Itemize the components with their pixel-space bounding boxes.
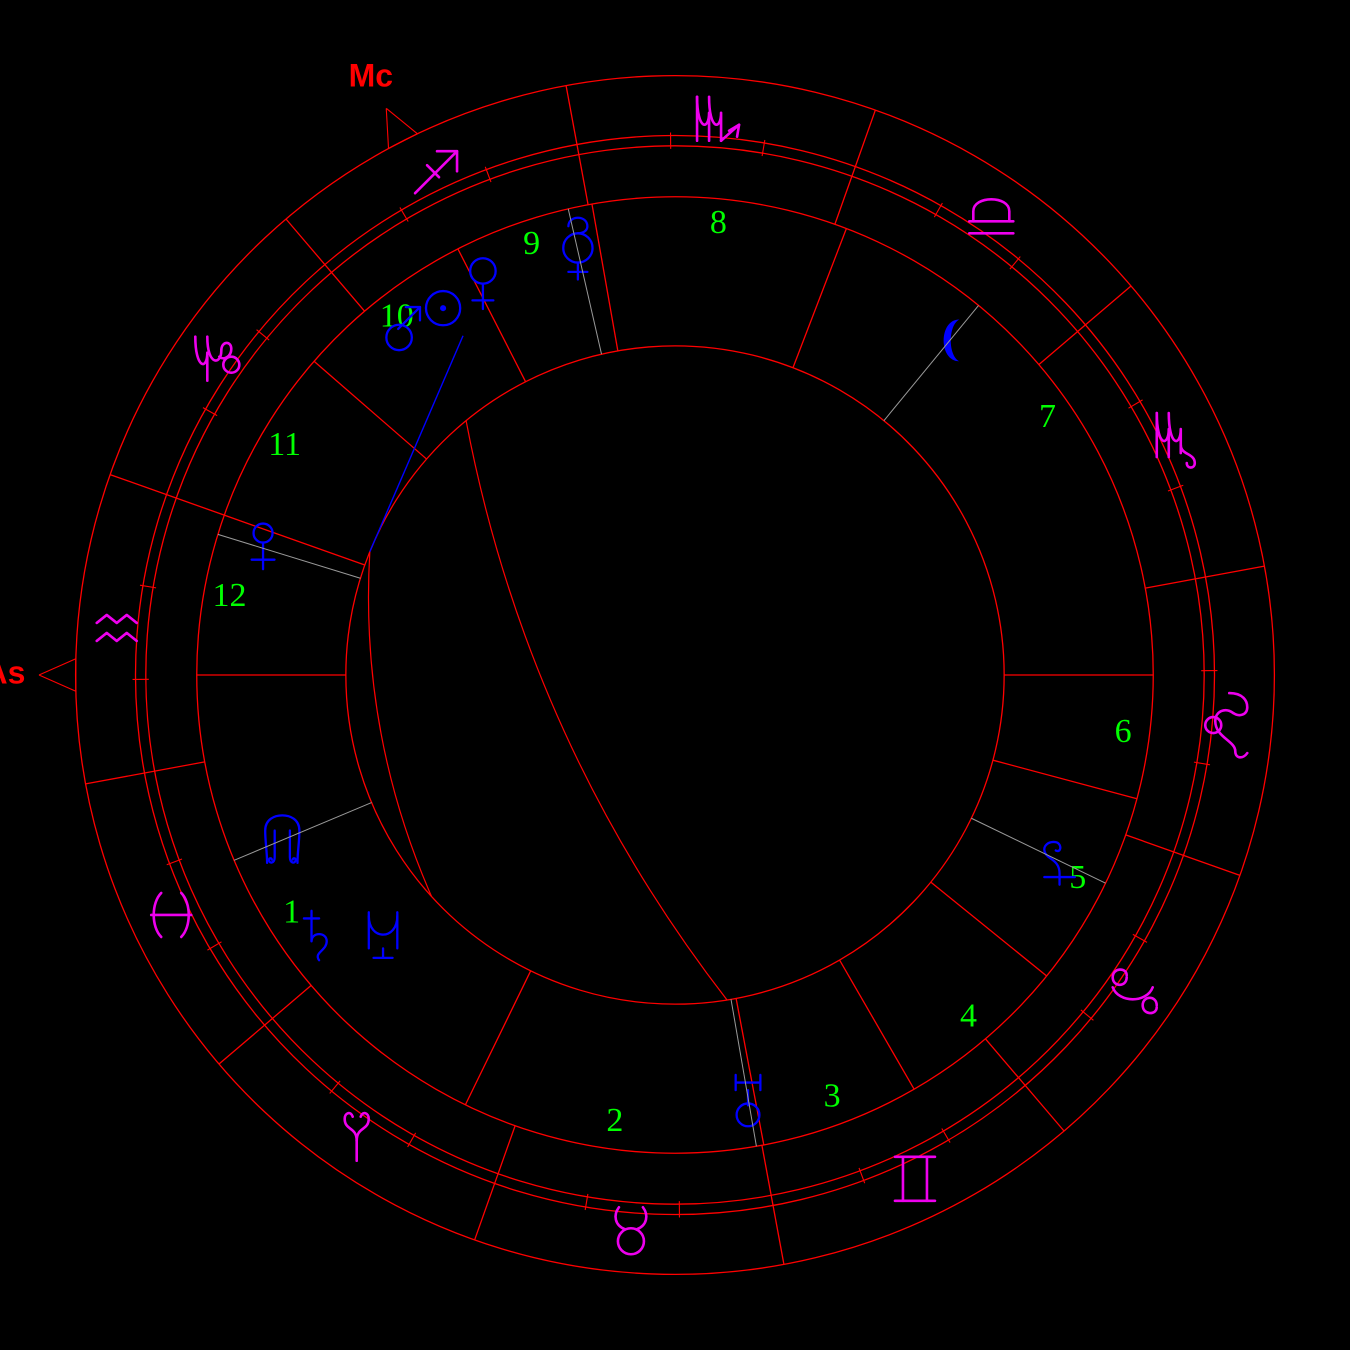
svg-text:3: 3 xyxy=(824,1078,841,1115)
svg-text:8: 8 xyxy=(710,204,727,241)
svg-text:As: As xyxy=(0,654,25,690)
svg-text:11: 11 xyxy=(268,426,301,463)
svg-text:6: 6 xyxy=(1115,713,1132,750)
svg-text:Mc: Mc xyxy=(349,57,393,93)
svg-text:4: 4 xyxy=(960,997,977,1034)
svg-text:1: 1 xyxy=(283,893,300,930)
svg-text:9: 9 xyxy=(523,225,540,262)
svg-text:2: 2 xyxy=(606,1102,623,1139)
svg-text:7: 7 xyxy=(1039,398,1056,435)
svg-text:12: 12 xyxy=(213,577,247,614)
